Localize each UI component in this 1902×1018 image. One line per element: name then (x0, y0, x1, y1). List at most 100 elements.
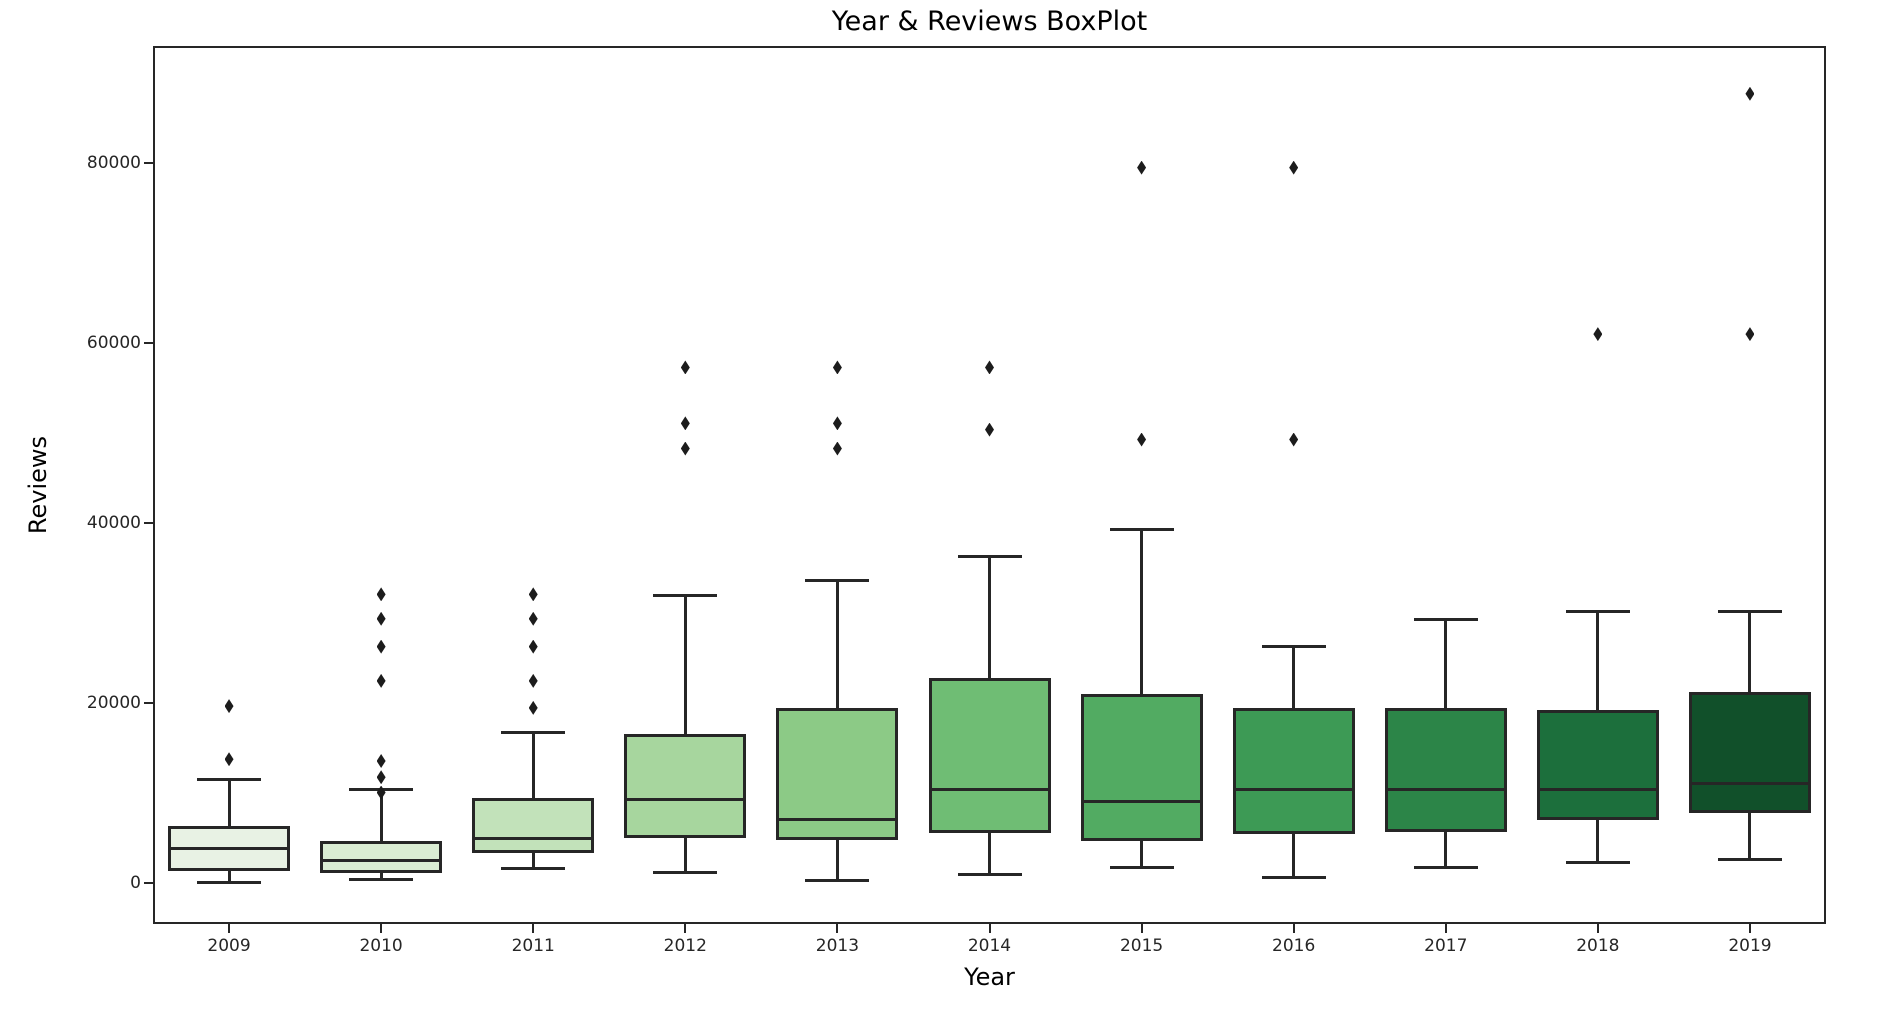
upper-whisker-cap-2009 (197, 778, 262, 782)
upper-whisker-2019 (1748, 611, 1752, 692)
y-tick-mark (144, 342, 153, 345)
median-2016 (1232, 788, 1355, 792)
outlier-2018 (1593, 327, 1603, 342)
x-tick-label: 2015 (1119, 936, 1164, 956)
lower-whisker-cap-2014 (957, 872, 1022, 876)
outlier-2010 (376, 639, 386, 654)
x-tick-label: 2009 (207, 936, 251, 956)
upper-whisker-2012 (683, 595, 687, 734)
outlier-2013 (832, 441, 842, 456)
lower-whisker-2012 (683, 837, 687, 873)
lower-whisker-2014 (988, 833, 991, 875)
outlier-2010 (376, 754, 386, 768)
x-tick-label: 2010 (359, 936, 403, 956)
outlier-2012 (680, 360, 690, 375)
upper-whisker-2013 (835, 580, 839, 708)
upper-whisker-cap-2011 (501, 730, 566, 734)
x-tick-label: 2017 (1424, 936, 1468, 956)
median-2010 (320, 859, 443, 863)
upper-whisker-cap-2014 (957, 555, 1022, 559)
lower-whisker-cap-2012 (653, 871, 718, 875)
x-tick-label: 2014 (967, 936, 1012, 956)
outlier-2010 (376, 611, 386, 626)
outlier-2010 (376, 785, 386, 800)
upper-whisker-cap-2012 (653, 593, 718, 597)
lower-whisker-cap-2010 (349, 878, 414, 882)
lower-whisker-2018 (1596, 819, 1600, 863)
outlier-2019 (1745, 86, 1755, 101)
upper-whisker-cap-2018 (1565, 610, 1630, 614)
y-tick-mark (144, 522, 153, 525)
outlier-2016 (1289, 160, 1299, 175)
outlier-2012 (680, 441, 690, 456)
upper-whisker-2017 (1444, 619, 1448, 708)
median-2018 (1536, 788, 1659, 792)
upper-whisker-cap-2016 (1261, 645, 1326, 649)
outlier-2010 (376, 673, 386, 688)
lower-whisker-cap-2015 (1109, 865, 1174, 869)
lower-whisker-2015 (1140, 841, 1144, 868)
x-tick-mark (228, 924, 231, 933)
x-tick-mark (1140, 924, 1143, 933)
outlier-2011 (528, 673, 538, 688)
x-tick-mark (380, 924, 383, 933)
outlier-2011 (528, 611, 538, 626)
lower-whisker-cap-2009 (197, 881, 262, 885)
y-tick-label: 60000 (86, 333, 141, 354)
chart-title: Year & Reviews BoxPlot (831, 6, 1148, 37)
y-tick-label: 40000 (86, 513, 141, 534)
box-2010 (320, 841, 443, 873)
outlier-2010 (376, 587, 386, 602)
outlier-2013 (832, 360, 842, 375)
x-tick-mark (1444, 924, 1447, 933)
upper-whisker-cap-2017 (1413, 618, 1478, 622)
x-tick-label: 2013 (815, 936, 860, 956)
y-tick-mark (144, 702, 153, 705)
outlier-2014 (985, 422, 994, 437)
lower-whisker-2016 (1292, 833, 1296, 878)
x-tick-mark (1292, 924, 1295, 933)
x-tick-mark (684, 924, 687, 933)
upper-whisker-2016 (1292, 646, 1296, 708)
x-tick-label: 2016 (1272, 936, 1316, 956)
upper-whisker-cap-2019 (1717, 610, 1782, 614)
upper-whisker-2011 (531, 732, 535, 798)
median-2019 (1688, 782, 1811, 786)
outlier-2011 (528, 639, 538, 654)
box-2017 (1384, 707, 1507, 833)
outlier-2009 (224, 699, 234, 714)
upper-whisker-2010 (379, 789, 383, 842)
upper-whisker-2018 (1596, 611, 1600, 710)
lower-whisker-2009 (227, 870, 231, 883)
lower-whisker-2019 (1748, 813, 1752, 860)
outlier-2009 (224, 752, 234, 767)
x-tick-mark (532, 924, 535, 933)
lower-whisker-2011 (531, 852, 535, 869)
y-tick-label: 20000 (86, 693, 141, 714)
outlier-2015 (1137, 432, 1147, 447)
box-2015 (1080, 694, 1203, 842)
x-tick-label: 2011 (511, 936, 555, 956)
upper-whisker-cap-2013 (805, 578, 870, 582)
lower-whisker-cap-2019 (1717, 857, 1782, 861)
x-tick-mark (1748, 924, 1751, 933)
y-tick-label: 0 (130, 873, 141, 894)
x-tick-mark (1596, 924, 1599, 933)
outlier-2019 (1745, 327, 1755, 342)
lower-whisker-2017 (1444, 832, 1448, 868)
outlier-2014 (985, 360, 994, 375)
box-2011 (472, 797, 595, 853)
outlier-2011 (528, 700, 538, 715)
upper-whisker-2015 (1140, 529, 1144, 695)
upper-whisker-2014 (988, 556, 991, 679)
x-tick-label: 2019 (1728, 936, 1772, 956)
upper-whisker-2009 (227, 779, 231, 826)
outlier-2013 (832, 416, 842, 431)
upper-whisker-cap-2015 (1109, 528, 1174, 532)
y-tick-mark (144, 162, 153, 165)
y-tick-label: 80000 (86, 153, 141, 174)
lower-whisker-cap-2017 (1413, 865, 1478, 869)
outlier-2010 (376, 770, 386, 785)
lower-whisker-2013 (835, 840, 839, 881)
median-2009 (168, 846, 291, 850)
